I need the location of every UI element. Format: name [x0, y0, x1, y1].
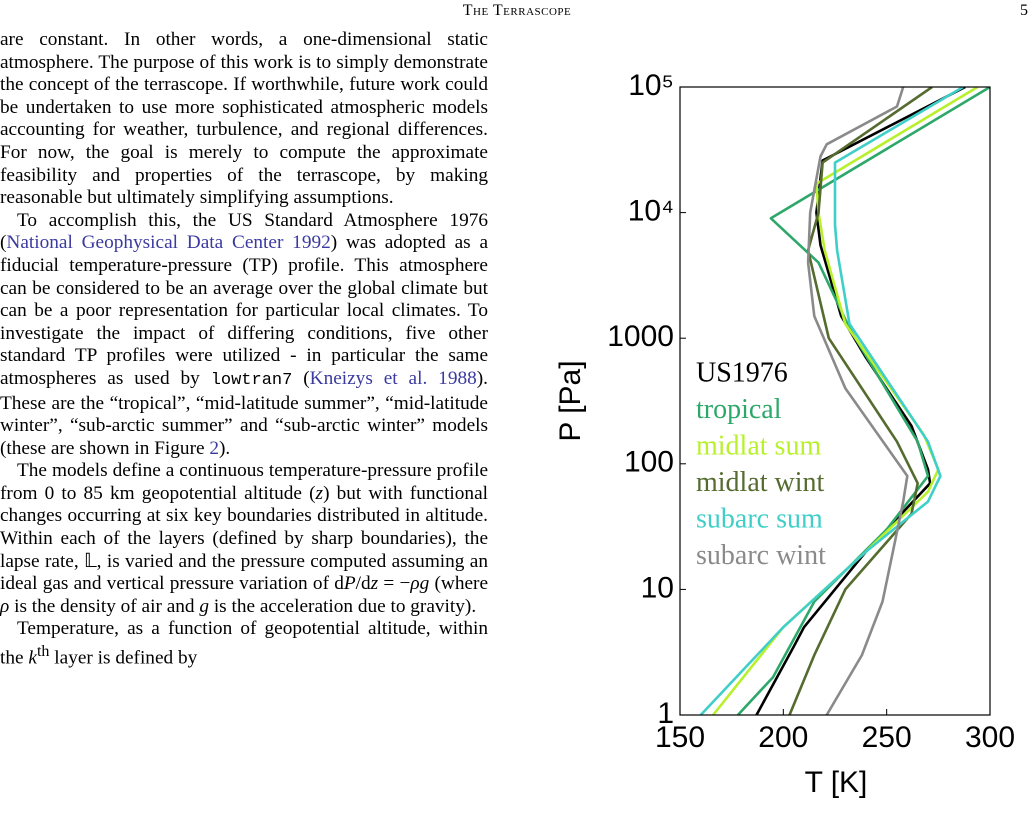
text: (where — [429, 573, 489, 595]
legend-entry: midlat sum — [696, 430, 821, 461]
series-line — [806, 87, 909, 715]
series-line — [736, 87, 990, 715]
paragraph: The models define a continuous temperatu… — [0, 460, 488, 618]
legend-entry: subarc sum — [696, 503, 823, 534]
citation-link[interactable]: Kneizys et al. 1988 — [309, 367, 477, 389]
text: is the density of air and — [9, 595, 200, 617]
code: lowtran7 — [210, 370, 293, 390]
figure-link[interactable]: 2 — [209, 437, 220, 459]
paragraph: To accomplish this, the US Standard Atmo… — [0, 210, 488, 461]
x-tick-label: 150 — [655, 721, 705, 754]
plot-frame — [679, 86, 991, 716]
legend-entry: subarc wint — [696, 540, 826, 571]
series-line — [755, 87, 966, 715]
superscript: th — [36, 643, 50, 661]
text: layer is defined by — [49, 647, 198, 669]
x-tick-label: 250 — [862, 721, 912, 754]
legend-entry: midlat wint — [696, 467, 825, 498]
paragraph: Temperature, as a function of geopotenti… — [0, 618, 488, 670]
legend-entry: tropical — [696, 394, 782, 425]
text: are constant. In other words, a one-dime… — [0, 29, 488, 209]
text: The models define a continuous temperatu… — [0, 460, 488, 504]
text: ). These are the “tropical”, “mid-latitu… — [0, 367, 488, 459]
y-axis-label: P [Pa] — [554, 360, 587, 441]
math: P — [343, 573, 356, 595]
text: ). — [219, 437, 231, 459]
series-line — [788, 87, 933, 715]
math: k — [28, 647, 37, 669]
x-axis-label: T [K] — [805, 766, 868, 799]
text: is the acceleration due to gravity). — [209, 595, 477, 617]
math: z — [315, 482, 324, 504]
text: Temperature, as a function of geopotenti… — [0, 618, 488, 669]
math: z — [370, 573, 379, 595]
y-tick-label: 10⁴ — [628, 195, 674, 228]
math: 𝕃 — [84, 550, 97, 572]
series-line — [699, 87, 964, 715]
paragraph: are constant. In other words, a one-dime… — [0, 29, 488, 210]
y-tick-label: 10 — [641, 571, 674, 604]
text: ( — [292, 367, 310, 389]
x-tick-label: 200 — [758, 721, 808, 754]
math: ρg — [410, 573, 430, 595]
y-tick-label: 1 — [657, 697, 674, 730]
text: To accomplish this, the US Standard Atmo… — [0, 209, 488, 254]
y-tick-label: 100 — [624, 446, 674, 479]
y-tick-label: 10⁵ — [628, 69, 674, 102]
text-column: are constant. In other words, a one-dime… — [0, 29, 488, 670]
text: ) was adopted as a fiducial temperature-… — [0, 232, 489, 389]
legend-entry: US1976 — [696, 357, 788, 388]
page-number: 5 — [1020, 2, 1028, 19]
text: , is varied and the pressure computed as… — [0, 550, 488, 595]
x-tick-label: 300 — [965, 721, 1015, 754]
math: ρ — [0, 595, 10, 617]
y-tick-label: 1000 — [607, 320, 674, 353]
citation-link[interactable]: National Geophysical Data Center 1992 — [6, 232, 331, 254]
math: g — [199, 595, 209, 617]
text: ) but with functional changes occurring … — [0, 482, 488, 572]
text: = − — [378, 573, 411, 595]
text: /d — [355, 573, 371, 595]
running-title: The Terrascope — [462, 2, 572, 19]
